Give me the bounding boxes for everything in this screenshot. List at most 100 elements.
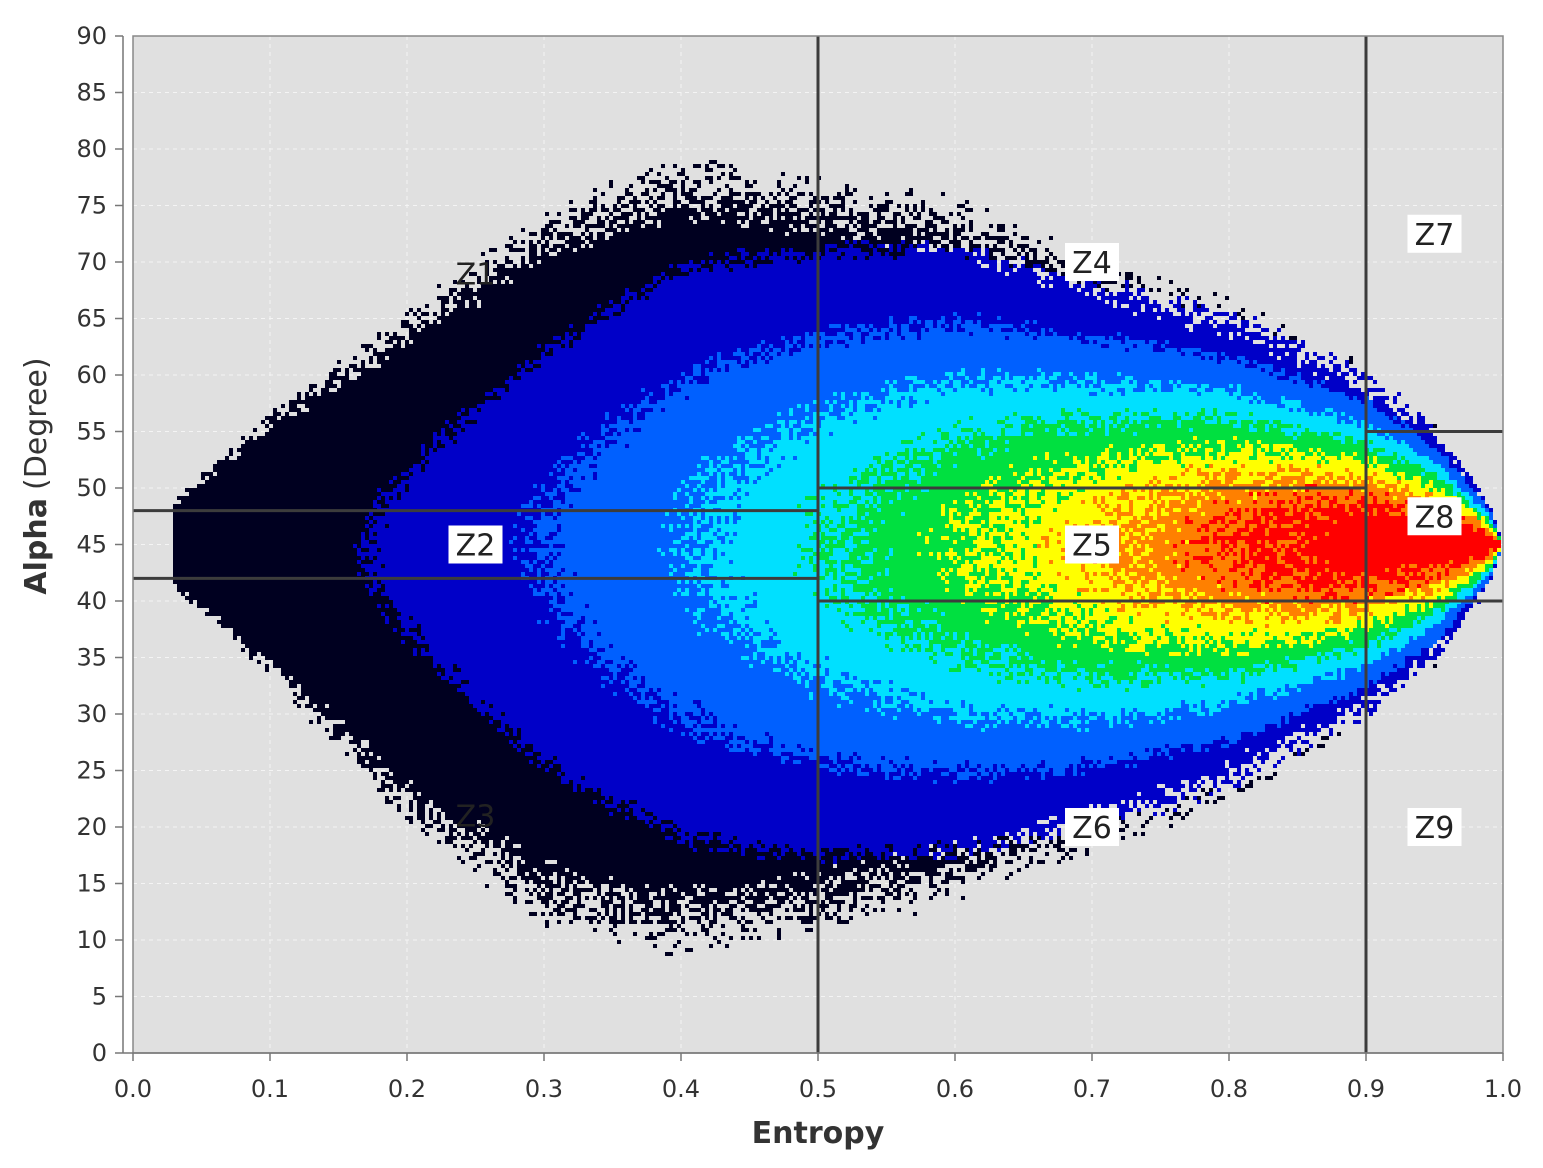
density-cell <box>405 348 409 352</box>
density-cell <box>249 468 253 472</box>
density-cell <box>353 588 357 592</box>
density-cell <box>305 648 309 652</box>
density-cell <box>337 448 341 452</box>
density-cell <box>321 680 325 684</box>
density-cell <box>385 696 389 700</box>
density-cell <box>425 556 429 560</box>
density-cell <box>369 728 373 732</box>
density-cell <box>341 712 345 716</box>
density-cell <box>381 524 385 528</box>
density-cell <box>249 464 253 468</box>
density-cell <box>329 676 333 680</box>
density-cell <box>429 688 433 692</box>
density-cell <box>317 464 321 468</box>
density-cell <box>297 568 301 572</box>
density-cell <box>309 676 313 680</box>
density-cell <box>417 616 421 620</box>
density-cell <box>381 716 385 720</box>
density-cell <box>321 568 325 572</box>
density-cell <box>377 644 381 648</box>
density-cell <box>413 352 417 356</box>
density-cell <box>289 540 293 544</box>
density-cell <box>337 556 341 560</box>
density-cell <box>353 436 357 440</box>
density-cell <box>421 796 425 800</box>
density-cell <box>329 736 333 740</box>
density-cell <box>249 480 253 484</box>
density-cell <box>425 604 429 608</box>
density-cell <box>409 764 413 768</box>
density-cell <box>373 392 377 396</box>
density-cell <box>317 632 321 636</box>
density-cell <box>405 412 409 416</box>
density-cell <box>273 436 277 440</box>
density-cell <box>305 488 309 492</box>
density-cell <box>357 460 361 464</box>
density-cell <box>425 372 429 376</box>
density-cell <box>373 468 377 472</box>
density-cell <box>381 616 385 620</box>
density-cell <box>325 544 329 548</box>
density-cell <box>317 436 321 440</box>
density-cell <box>365 456 369 460</box>
density-cell <box>305 400 309 404</box>
density-cell <box>433 480 437 484</box>
density-cell <box>429 672 433 676</box>
density-cell <box>241 604 245 608</box>
density-cell <box>297 452 301 456</box>
density-cell <box>413 328 417 332</box>
density-cell <box>433 756 437 760</box>
density-cell <box>269 524 273 528</box>
density-cell <box>285 540 289 544</box>
density-cell <box>365 700 369 704</box>
density-cell <box>409 568 413 572</box>
density-cell <box>317 664 321 668</box>
density-cell <box>297 540 301 544</box>
density-cell <box>329 704 333 708</box>
density-cell <box>285 460 289 464</box>
density-cell <box>221 548 225 552</box>
density-cell <box>269 428 273 432</box>
density-cell <box>373 368 377 372</box>
density-cell <box>277 624 281 628</box>
density-cell <box>181 528 185 532</box>
density-cell <box>297 644 301 648</box>
density-cell <box>401 764 405 768</box>
density-cell <box>301 492 305 496</box>
density-cell <box>341 676 345 680</box>
density-cell <box>413 600 417 604</box>
density-cell <box>277 484 281 488</box>
density-cell <box>181 568 185 572</box>
density-cell <box>401 708 405 712</box>
density-cell <box>201 500 205 504</box>
density-cell <box>305 588 309 592</box>
density-cell <box>185 520 189 524</box>
density-cell <box>233 524 237 528</box>
density-cell <box>289 660 293 664</box>
density-cell <box>289 468 293 472</box>
density-cell <box>365 636 369 640</box>
density-cell <box>377 620 381 624</box>
density-cell <box>289 600 293 604</box>
density-cell <box>353 396 357 400</box>
density-cell <box>413 432 417 436</box>
density-cell <box>389 616 393 620</box>
density-cell <box>373 440 377 444</box>
density-cell <box>369 684 373 688</box>
density-cell <box>209 540 213 544</box>
density-cell <box>325 648 329 652</box>
density-cell <box>369 396 373 400</box>
density-cell <box>261 532 265 536</box>
density-cell <box>317 636 321 640</box>
density-cell <box>417 384 421 388</box>
density-cell <box>225 592 229 596</box>
density-cell <box>433 532 437 536</box>
density-cell <box>313 504 317 508</box>
density-cell <box>289 656 293 660</box>
density-cell <box>285 548 289 552</box>
density-cell <box>225 480 229 484</box>
density-cell <box>309 660 313 664</box>
density-cell <box>433 568 437 572</box>
density-cell <box>273 484 277 488</box>
density-cell <box>345 624 349 628</box>
